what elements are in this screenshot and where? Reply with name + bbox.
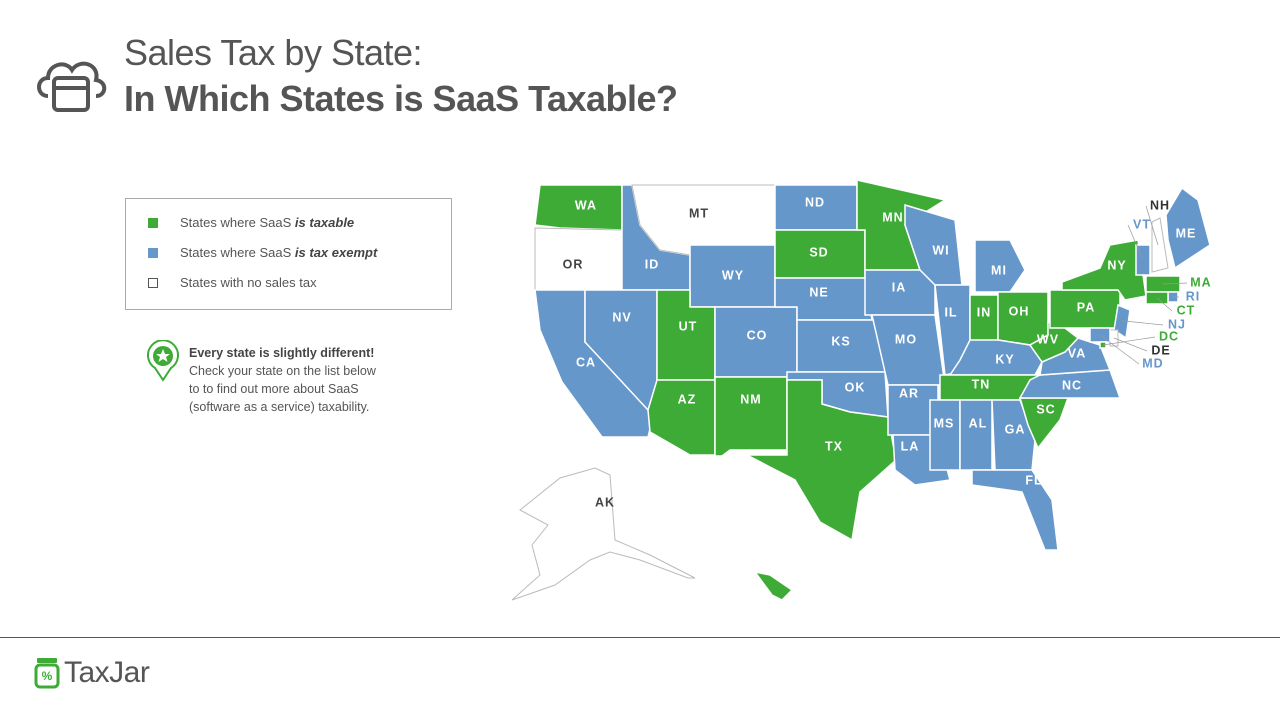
- state-label: OH: [1009, 304, 1030, 318]
- state-label: IL: [944, 305, 957, 319]
- leader-line: [1156, 297, 1173, 312]
- state-label: ME: [1176, 226, 1197, 240]
- state: [929, 399, 961, 471]
- state-label: IA: [892, 280, 907, 294]
- state-label: CT: [1177, 303, 1196, 317]
- state-label: TX: [825, 439, 843, 453]
- state-label: NJ: [1168, 317, 1186, 331]
- cloud-icon: [37, 61, 107, 112]
- legend: States where SaaS is taxable States where…: [125, 198, 452, 310]
- leader-line: [1113, 337, 1148, 352]
- state-label: SD: [809, 245, 828, 259]
- state: [753, 570, 794, 601]
- note-heading: Every state is slightly different!: [189, 346, 375, 360]
- state-label: ND: [805, 195, 825, 209]
- state: [647, 379, 716, 456]
- state-label: TN: [972, 377, 991, 391]
- note: Every state is slightly different! Check…: [189, 344, 376, 416]
- state: [1028, 320, 1080, 363]
- leader-line: [1145, 205, 1159, 246]
- leader-line: [1162, 282, 1188, 285]
- note-line: to to find out more about SaaS: [189, 382, 359, 396]
- state-label: CA: [576, 355, 596, 369]
- state-label: NV: [612, 310, 631, 324]
- state: [746, 379, 897, 542]
- legend-swatch: [148, 218, 158, 228]
- state-label: WI: [932, 243, 949, 257]
- state-label: AK: [595, 495, 615, 509]
- state-label: WV: [1037, 332, 1059, 346]
- state-label: OK: [845, 380, 866, 394]
- state-label: VT: [1133, 217, 1151, 231]
- state-label: AR: [899, 386, 919, 400]
- state-label: RI: [1186, 289, 1201, 303]
- state-label: MD: [1142, 356, 1163, 370]
- legend-item: States with no sales tax: [148, 275, 317, 290]
- state-label: AL: [969, 416, 988, 430]
- state-label: PA: [1077, 300, 1095, 314]
- state-label: GA: [1005, 422, 1026, 436]
- state: [971, 469, 1059, 551]
- leader-line: [1121, 320, 1164, 326]
- legend-text: States where SaaS: [180, 245, 295, 260]
- footer-rule: [0, 637, 1280, 638]
- state-label: WY: [722, 268, 744, 282]
- legend-swatch: [148, 248, 158, 258]
- state-label: MO: [895, 332, 917, 346]
- state-label: MA: [1190, 275, 1211, 289]
- state-label: FL: [1025, 473, 1042, 487]
- state-label: MT: [689, 206, 709, 220]
- state-label: DC: [1159, 329, 1179, 343]
- state: [1165, 186, 1211, 270]
- state-label: OR: [563, 257, 584, 271]
- state-label: ID: [645, 257, 660, 271]
- note-icon: [147, 340, 179, 382]
- state-label: SC: [1036, 402, 1055, 416]
- state-label: DE: [1151, 343, 1170, 357]
- state: [959, 399, 993, 471]
- legend-emphasis: is taxable: [294, 215, 355, 230]
- state-label: IN: [977, 305, 992, 319]
- brand: TaxJar: [64, 656, 150, 689]
- leader-line: [1102, 336, 1156, 346]
- state-label: NM: [740, 392, 761, 406]
- title-line2: In Which States is SaaS Taxable?: [124, 78, 678, 119]
- title-line1: Sales Tax by State:: [124, 32, 423, 73]
- state-label: NE: [809, 285, 828, 299]
- legend-emphasis: is tax exempt: [294, 245, 378, 260]
- state-label: UT: [679, 319, 698, 333]
- state-label: KY: [995, 352, 1014, 366]
- state: [714, 376, 788, 457]
- state-label: VA: [1068, 346, 1086, 360]
- state-label: HI: [761, 536, 776, 550]
- state-label: KS: [831, 334, 850, 348]
- brand-icon: %: [34, 658, 60, 689]
- state: [991, 399, 1036, 471]
- state-label: NC: [1062, 378, 1082, 392]
- legend-text: States with no sales tax: [180, 275, 317, 290]
- state-label: LA: [901, 439, 920, 453]
- state-label: AZ: [678, 392, 697, 406]
- state: [1151, 217, 1169, 273]
- legend-swatch: [148, 278, 158, 288]
- map: WA OR CA ID MT WY NV UT AZ CO NM ND SD NE KS OK TX MN IA MO…: [511, 179, 1211, 601]
- state-label: MS: [934, 416, 955, 430]
- note-line: (software as a service) taxability.: [189, 400, 370, 414]
- legend-item: States where SaaS is tax exempt: [148, 245, 377, 260]
- state: [974, 239, 1026, 293]
- leader-line: [1127, 224, 1144, 261]
- legend-text: States where SaaS: [180, 215, 295, 230]
- svg-text:%: %: [42, 669, 53, 683]
- note-line: Check your state on the list below: [189, 364, 376, 378]
- state-label: NY: [1107, 258, 1126, 272]
- state: [511, 467, 696, 601]
- leader-line: [1099, 334, 1140, 365]
- state-label: MN: [882, 210, 903, 224]
- legend-item: States where SaaS is taxable: [148, 215, 354, 230]
- state-label: MI: [991, 263, 1007, 277]
- state-label: CO: [747, 328, 768, 342]
- state-label: WA: [575, 198, 597, 212]
- state-label: NH: [1150, 198, 1170, 212]
